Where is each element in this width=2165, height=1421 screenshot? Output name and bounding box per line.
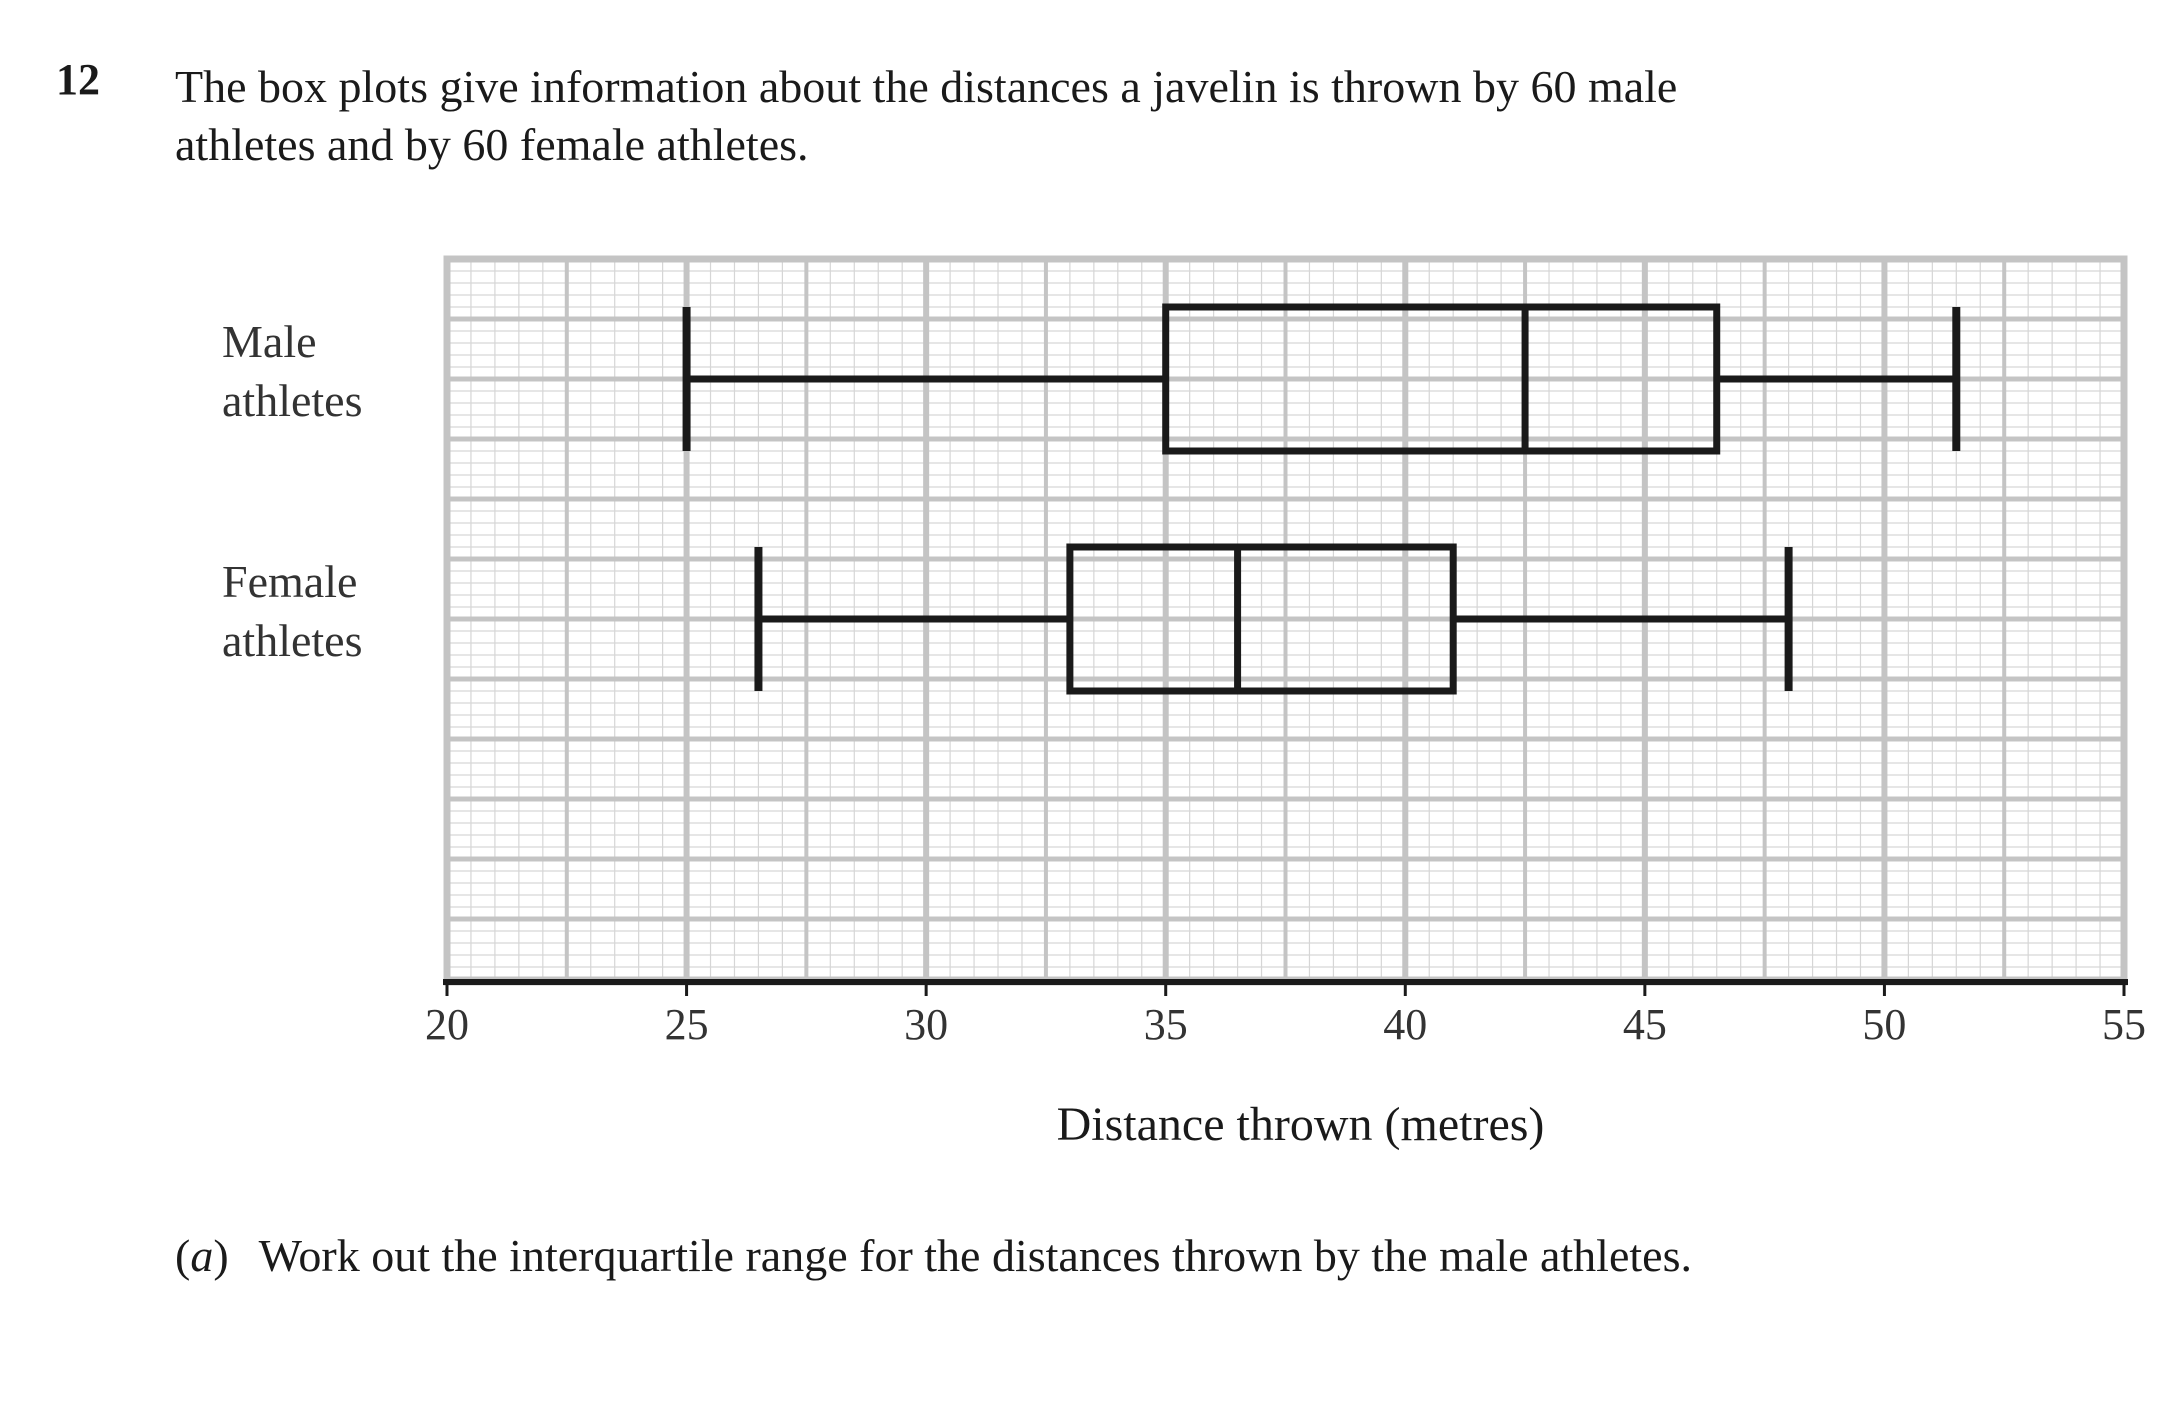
intro-line-2: athletes and by 60 female athletes.: [175, 119, 809, 170]
x-axis-title: Distance thrown (metres): [1057, 1098, 1545, 1151]
part-a-letter: a: [190, 1230, 214, 1281]
x-tick-label: 35: [1144, 1000, 1188, 1049]
part-a-label: (a): [175, 1230, 229, 1281]
female-label-line-1: Female: [222, 556, 357, 607]
x-tick-label: 50: [1862, 1000, 1906, 1049]
male-label-line-1: Male: [222, 316, 317, 367]
male-label-line-2: athletes: [222, 375, 363, 426]
x-tick-label: 45: [1623, 1000, 1667, 1049]
question-number: 12: [56, 55, 100, 104]
female-label-line-2: athletes: [222, 615, 363, 666]
x-tick-label: 25: [665, 1000, 709, 1049]
question-intro: The box plots give information about the…: [175, 58, 1677, 174]
x-tick-label: 30: [904, 1000, 948, 1049]
part-a-text: Work out the interquartile range for the…: [258, 1230, 1692, 1281]
male-box: [1162, 303, 1721, 455]
intro-line-1: The box plots give information about the…: [175, 61, 1678, 112]
x-tick-label: 55: [2102, 1000, 2146, 1049]
x-tick-label: 40: [1383, 1000, 1427, 1049]
x-tick-label: 20: [425, 1000, 469, 1049]
part-a: (a) Work out the interquartile range for …: [175, 1228, 1692, 1283]
female-box: [1066, 543, 1457, 695]
